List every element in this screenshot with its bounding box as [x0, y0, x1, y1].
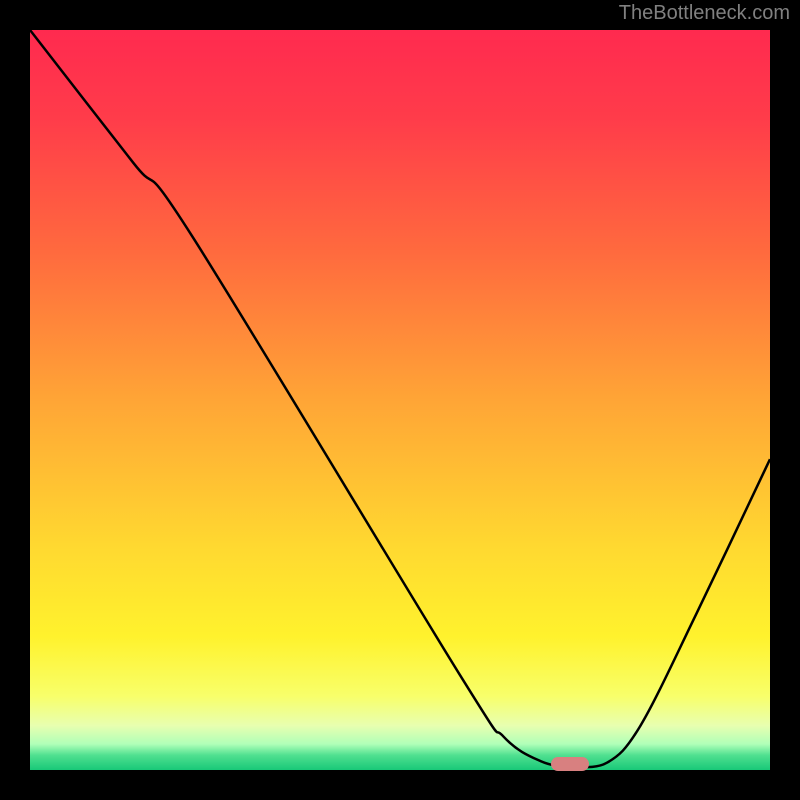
plot-area	[30, 30, 770, 770]
watermark-text: TheBottleneck.com	[619, 2, 790, 25]
optimal-marker	[551, 757, 589, 771]
bottleneck-curve	[30, 30, 770, 770]
